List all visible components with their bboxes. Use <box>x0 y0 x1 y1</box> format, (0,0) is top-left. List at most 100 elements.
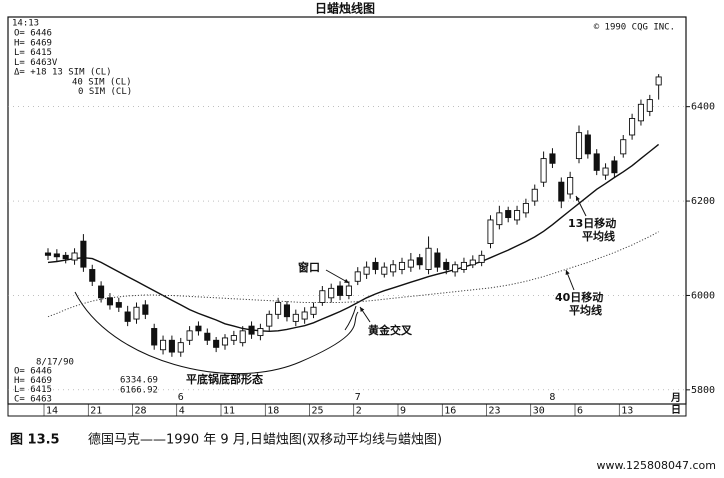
candle-body <box>195 325 202 332</box>
candle-body <box>89 269 96 282</box>
info-line: L= 6415 <box>14 48 52 58</box>
line-name: 40 SIM (CL) <box>72 77 132 87</box>
time-label: 14:13 <box>12 19 39 29</box>
candle-body <box>522 202 529 214</box>
y-tick-label: 6400 <box>691 102 715 113</box>
candle-body <box>398 261 406 270</box>
candle-body <box>584 134 591 155</box>
x-tick-label: 6 <box>577 406 583 417</box>
candle-body <box>44 252 52 256</box>
candle-body <box>115 302 122 308</box>
candle-body <box>381 266 388 275</box>
annotation: 平底锅底部形态 <box>186 372 263 386</box>
candle-body <box>416 257 423 266</box>
x-tick-label: 30 <box>533 406 545 417</box>
candle-body <box>363 266 370 275</box>
candle-body <box>496 212 503 226</box>
y-tick-label: 6200 <box>691 196 715 207</box>
candle-body <box>80 240 87 268</box>
candle-body <box>549 153 556 164</box>
candle-body <box>106 297 113 306</box>
cursor-value: 6166.92 <box>120 386 158 396</box>
candle-body <box>505 210 512 219</box>
arrow-head <box>344 278 349 283</box>
x-tick-label: 28 <box>135 406 147 417</box>
candle-body <box>239 330 246 344</box>
candle-body <box>310 306 317 315</box>
x-tick-label: 21 <box>90 406 102 417</box>
candle-body <box>230 335 237 341</box>
month-label: 7 <box>355 392 361 403</box>
candle-body <box>434 252 441 268</box>
arrow-head <box>576 196 580 201</box>
cursor-line: C= 6463 <box>14 394 52 404</box>
candle-body <box>71 252 78 261</box>
candle-body <box>646 99 653 112</box>
info-line: 0 SIM (CL) <box>78 87 132 97</box>
candle-body <box>460 261 468 270</box>
candle-body <box>575 132 583 160</box>
pan-bottom-outline <box>74 291 359 374</box>
x-tick-label: 25 <box>312 406 324 417</box>
x-tick-label: 13 <box>621 406 633 417</box>
candle-body <box>168 339 175 353</box>
candle-body <box>372 261 379 270</box>
candle-body <box>257 328 264 337</box>
candle-body <box>540 158 547 183</box>
candle-body <box>221 337 229 346</box>
candle-body <box>124 311 131 322</box>
annotation: 平均线 <box>569 303 602 317</box>
date-row <box>7 403 687 417</box>
candle-body <box>319 290 326 303</box>
candle-body <box>602 167 609 176</box>
candle-body <box>248 325 255 335</box>
candle-body <box>629 118 636 136</box>
candle-body <box>487 219 494 244</box>
annotation: 窗口 <box>298 260 320 274</box>
y-tick-label: 5800 <box>691 385 715 396</box>
info-line: H= 6469 <box>14 38 52 48</box>
watermark: www.125808047.com <box>597 459 716 472</box>
month-unit: 月 <box>670 392 681 404</box>
x-tick-label: 2 <box>356 406 362 417</box>
candle-body <box>159 339 167 351</box>
candle-body <box>558 181 565 202</box>
candle-body <box>425 247 432 270</box>
candle-body <box>452 264 459 273</box>
candle-body <box>390 264 397 273</box>
arrow-head <box>565 270 570 275</box>
caption: 德国马克——1990 年 9 月,日蜡烛图(双移动平均线与蜡烛图) <box>88 433 442 448</box>
pan-edge <box>344 305 357 331</box>
candle-body <box>213 339 220 348</box>
candle-body <box>620 139 627 155</box>
candle-body <box>292 313 299 322</box>
candle-body <box>531 188 538 202</box>
candle-body <box>186 330 193 341</box>
x-tick-label: 23 <box>489 406 501 417</box>
x-tick-label: 16 <box>444 406 456 417</box>
x-tick-label: 18 <box>267 406 279 417</box>
candle-body <box>142 304 149 315</box>
cursor-line: O= 6446 <box>14 367 52 377</box>
x-tick-label: 4 <box>179 406 185 417</box>
candle-body <box>204 332 211 341</box>
chart-title: 日蜡烛线图 <box>315 1 375 16</box>
cursor-line: L= 6415 <box>14 385 52 395</box>
y-tick-label: 6000 <box>691 290 715 301</box>
cursor-line: 8/17/90 <box>36 358 74 368</box>
candle-body <box>514 210 521 221</box>
month-label: 6 <box>178 392 184 403</box>
candle-body <box>62 254 69 260</box>
candle-body <box>283 304 291 318</box>
annotation: 平均线 <box>582 229 615 243</box>
candle-body <box>275 302 282 315</box>
candle-body <box>345 285 352 296</box>
candle-body <box>611 160 618 174</box>
copyright: © 1990 CQG INC. <box>594 23 675 33</box>
x-tick-label: 9 <box>400 406 406 417</box>
candle-body <box>567 177 574 195</box>
info-line: Δ= +18 <box>14 68 47 78</box>
candle-body <box>53 253 60 258</box>
arrow-head <box>360 307 365 312</box>
